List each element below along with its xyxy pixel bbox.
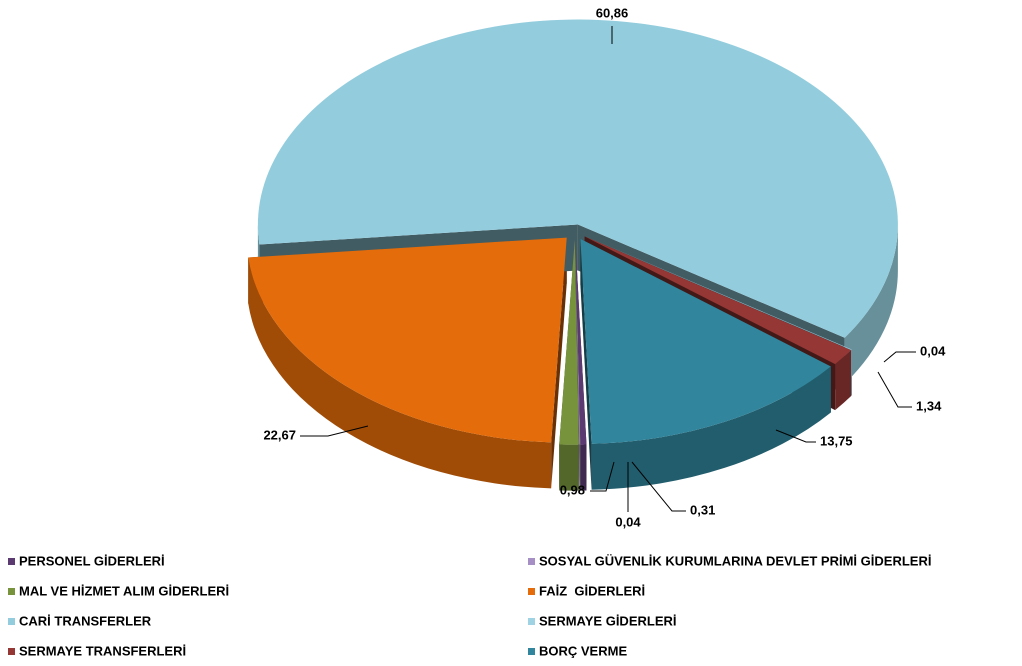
legend-label: SERMAYE TRANSFERLERİ <box>19 643 186 658</box>
slice-side <box>835 350 852 411</box>
legend-label: PERSONEL GİDERLERİ <box>19 553 165 568</box>
slice <box>559 239 579 445</box>
data-label: 0,04 <box>615 514 641 529</box>
data-label: 0,98 <box>560 482 585 497</box>
slice-side <box>559 444 579 491</box>
sides <box>248 224 898 491</box>
legend-label: SOSYAL GÜVENLİK KURUMLARINA DEVLET PRİMİ… <box>539 553 931 568</box>
legend-label: CARİ TRANSFERLER <box>19 613 152 628</box>
legend-label: BORÇ VERME <box>539 643 627 658</box>
slice-wall <box>580 238 592 490</box>
tops <box>248 19 898 445</box>
slice-side <box>844 224 898 384</box>
slice-side <box>248 257 552 489</box>
slice-side <box>579 444 581 491</box>
slice <box>575 239 587 445</box>
legend-label: FAİZ GİDERLERİ <box>539 583 645 598</box>
slice <box>257 19 898 338</box>
data-label: 0,31 <box>690 502 715 517</box>
legend-swatch <box>528 648 535 655</box>
legend-swatch <box>528 558 535 565</box>
slice <box>580 238 831 444</box>
legend-label: SERMAYE GİDERLERİ <box>539 613 677 628</box>
slice <box>248 237 567 443</box>
leader-line <box>631 461 686 512</box>
data-label: 1,34 <box>916 398 942 413</box>
leader-line <box>775 429 816 443</box>
legend-swatch <box>528 588 535 595</box>
slice-side <box>580 444 587 491</box>
slice-wall <box>551 237 567 489</box>
leader-line <box>883 351 916 363</box>
leader-line <box>590 461 615 492</box>
data-label: 60,86 <box>596 5 629 20</box>
legend-label: MAL VE HİZMET ALIM GİDERLERİ <box>19 583 229 598</box>
slice <box>575 239 581 445</box>
data-label: 13,75 <box>820 433 853 448</box>
legend-swatch <box>8 558 15 565</box>
leader-line <box>300 425 369 437</box>
data-label: 0,04 <box>920 343 946 358</box>
slice-side <box>591 366 831 490</box>
legend-swatch <box>8 588 15 595</box>
legend-swatch <box>8 648 15 655</box>
data-label: 22,67 <box>263 427 296 442</box>
legend-swatch <box>8 618 15 625</box>
slice <box>584 236 852 350</box>
legend-swatch <box>528 618 535 625</box>
slice <box>584 236 852 365</box>
leader-line <box>877 371 912 408</box>
